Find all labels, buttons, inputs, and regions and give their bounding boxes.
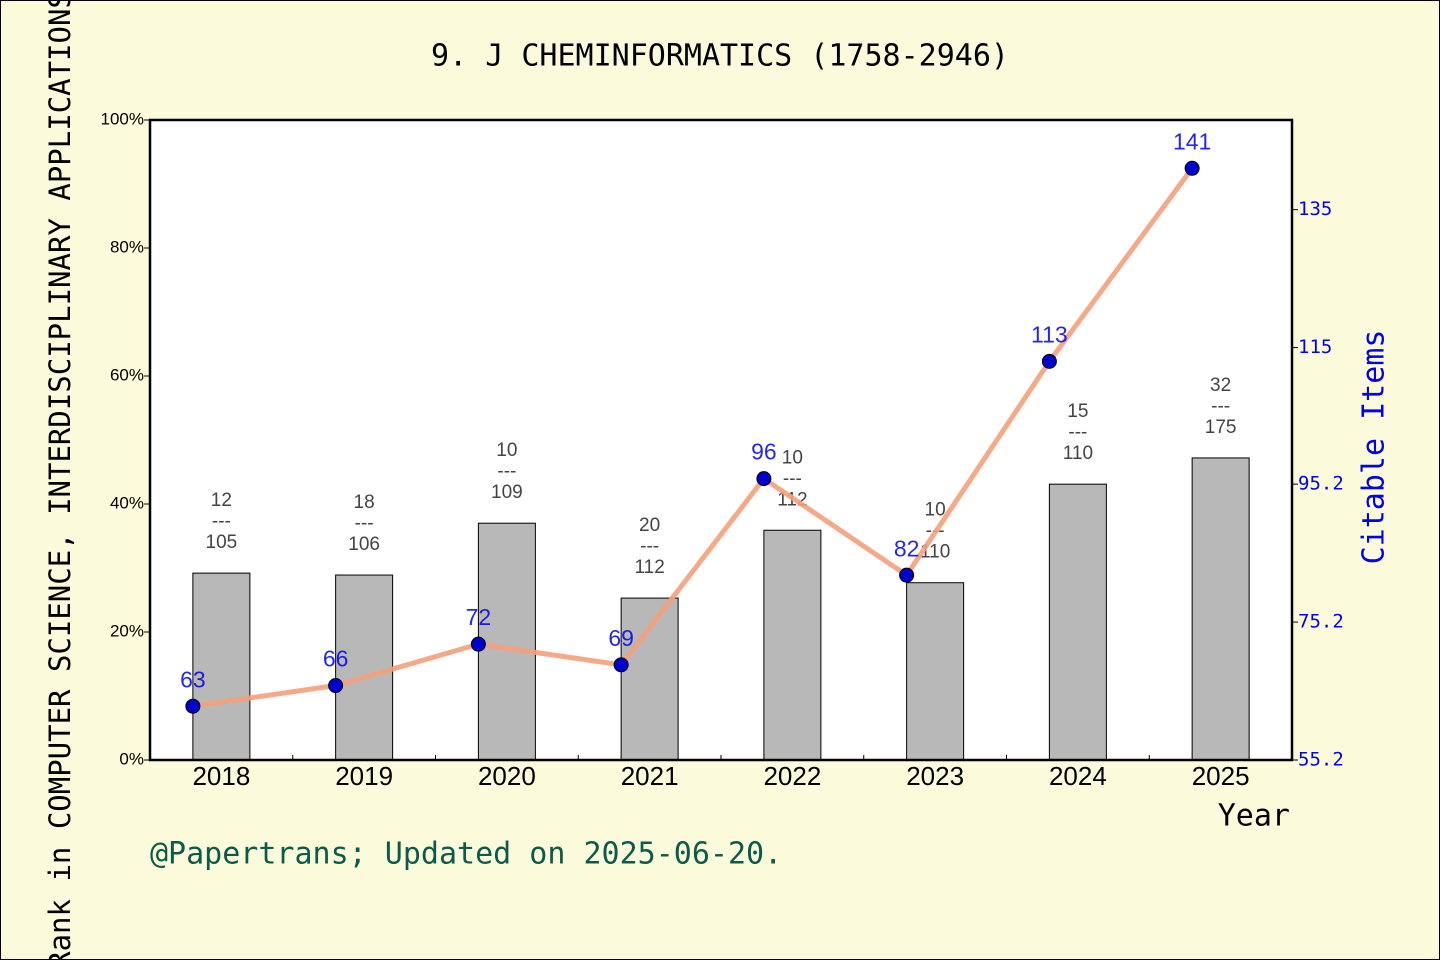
bar-label: 12 <box>211 490 232 511</box>
x-tick-label: 2025 <box>1192 761 1250 791</box>
y-axis-label: Rank in COMPUTER SCIENCE, INTERDISCIPLIN… <box>43 0 77 960</box>
y2-axis-label: Citable Items <box>1357 330 1392 565</box>
bar-label: 32 <box>1210 375 1231 396</box>
footer: @Papertrans; Updated on 2025-06-20. <box>150 837 782 872</box>
bar-label: 110 <box>1063 443 1093 464</box>
bar-label: --- <box>212 511 231 532</box>
bar-label: 105 <box>206 532 238 553</box>
point <box>1184 160 1200 176</box>
point-label: 113 <box>1031 321 1068 347</box>
bar-label: --- <box>355 513 374 534</box>
x-tick-label: 2022 <box>763 761 821 791</box>
y-tick-label: 40% <box>110 493 144 512</box>
bar-label: 175 <box>1205 417 1237 438</box>
x-tick-label: 2018 <box>192 761 250 791</box>
bar-label: --- <box>640 536 659 557</box>
point <box>899 567 915 583</box>
bar <box>1048 483 1107 761</box>
bar <box>763 529 822 761</box>
bar-label: 109 <box>491 482 523 503</box>
plot-area <box>150 120 1292 760</box>
bar-label: 10 <box>496 440 517 461</box>
point <box>470 636 486 652</box>
y-tick-label: 100% <box>101 109 144 128</box>
bar-label: 20 <box>639 515 660 536</box>
y2-tick-label: 95.2 <box>1298 473 1344 495</box>
y2-tick-label: 115 <box>1298 336 1332 358</box>
y2-tick-label: 75.2 <box>1298 611 1344 633</box>
point <box>756 471 772 487</box>
plot: 0%20%40%60%80%100%55.275.295.21151352018… <box>101 109 1344 790</box>
point-label: 63 <box>180 666 206 692</box>
bar-label: 18 <box>354 492 375 513</box>
x-tick-label: 2024 <box>1049 761 1107 791</box>
point-label: 82 <box>894 535 920 561</box>
bar-label: 10 <box>925 500 946 521</box>
bar-label: --- <box>1068 422 1087 443</box>
x-tick-label: 2019 <box>335 761 393 791</box>
point <box>328 678 344 694</box>
y2-tick-label: 55.2 <box>1298 749 1344 771</box>
bar <box>477 522 536 761</box>
bar-label: --- <box>1211 396 1230 417</box>
bar-label: 10 <box>782 447 803 468</box>
x-tick-label: 2021 <box>621 761 679 791</box>
y-tick-label: 0% <box>119 749 144 768</box>
point <box>185 698 201 714</box>
bar-label: 112 <box>634 557 664 578</box>
point <box>1041 353 1057 369</box>
bar-label: --- <box>783 468 802 489</box>
bar <box>192 572 251 761</box>
bar <box>335 574 394 761</box>
plot-frame <box>148 118 1294 762</box>
bar-label: --- <box>497 461 516 482</box>
y-tick-label: 20% <box>110 621 144 640</box>
point-label: 66 <box>323 646 349 672</box>
y2-tick-label: 135 <box>1298 198 1332 220</box>
y-tick-label: 80% <box>110 237 144 256</box>
bar-label: 15 <box>1067 401 1088 422</box>
chart-title: 9. J CHEMINFORMATICS (1758-2946) <box>431 39 1009 74</box>
line <box>192 166 1195 709</box>
point <box>613 657 629 673</box>
bar <box>1191 457 1250 761</box>
y-tick-label: 60% <box>110 365 144 384</box>
bar <box>906 582 965 761</box>
x-axis-label: Year <box>1218 799 1290 834</box>
point-label: 69 <box>608 625 634 651</box>
x-tick-label: 2020 <box>478 761 536 791</box>
bar <box>620 597 679 761</box>
bar-label: 106 <box>348 534 380 555</box>
point-label: 96 <box>751 439 777 465</box>
point-label: 141 <box>1173 128 1211 154</box>
x-tick-label: 2023 <box>906 761 964 791</box>
point-label: 72 <box>466 604 492 630</box>
